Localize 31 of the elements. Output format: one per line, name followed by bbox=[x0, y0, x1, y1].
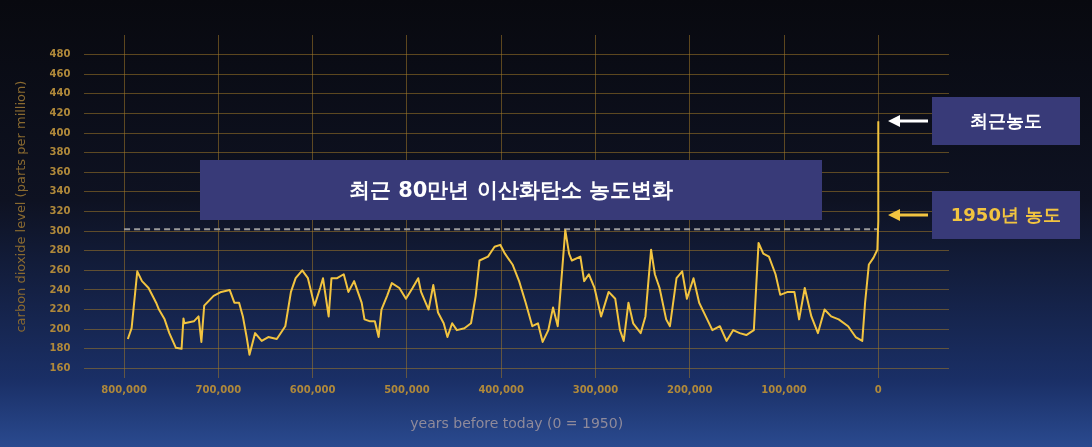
x-tick-label: 100,000 bbox=[761, 383, 807, 395]
y-tick-label: 380 bbox=[49, 146, 71, 158]
x-tick-label: 200,000 bbox=[666, 383, 713, 395]
x-tick-label: 700,000 bbox=[195, 383, 242, 395]
y-tick-label: 300 bbox=[49, 224, 71, 236]
y-tick-label: 340 bbox=[49, 185, 71, 197]
x-tick-label: 400,000 bbox=[478, 383, 524, 395]
y-tick-label: 420 bbox=[49, 107, 71, 119]
y-tick-label: 220 bbox=[49, 303, 71, 315]
y-tick-label: 200 bbox=[49, 322, 71, 334]
label-panel: 1950년 농도 bbox=[932, 191, 1080, 239]
y-tick-label: 260 bbox=[49, 263, 71, 275]
x-tick-label: 300,000 bbox=[572, 383, 619, 395]
y-tick-label: 400 bbox=[49, 126, 71, 138]
x-axis-title: years before today (0 = 1950) bbox=[410, 415, 624, 432]
label-panel: 최근농도 bbox=[932, 97, 1080, 145]
x-tick-label: 600,000 bbox=[289, 383, 336, 395]
y-tick-label: 160 bbox=[49, 361, 71, 373]
y-tick-label: 240 bbox=[49, 283, 71, 295]
y-tick-label: 480 bbox=[49, 48, 71, 60]
y-tick-label: 360 bbox=[49, 165, 71, 177]
y-tick-label: 280 bbox=[49, 244, 71, 256]
title-panel: 최근 80만년 이산화탄소 농도변화 bbox=[200, 160, 822, 220]
x-tick-label: 500,000 bbox=[384, 383, 430, 395]
x-tick-label: 800,000 bbox=[101, 383, 147, 395]
y-tick-label: 320 bbox=[49, 205, 71, 217]
y-tick-label: 180 bbox=[49, 342, 71, 354]
y-axis-title: carbon dioxide level (parts per million) bbox=[13, 80, 29, 333]
y-tick-label: 440 bbox=[49, 87, 71, 99]
y-tick-label: 460 bbox=[49, 67, 71, 79]
x-tick-label: 0 bbox=[874, 383, 882, 395]
